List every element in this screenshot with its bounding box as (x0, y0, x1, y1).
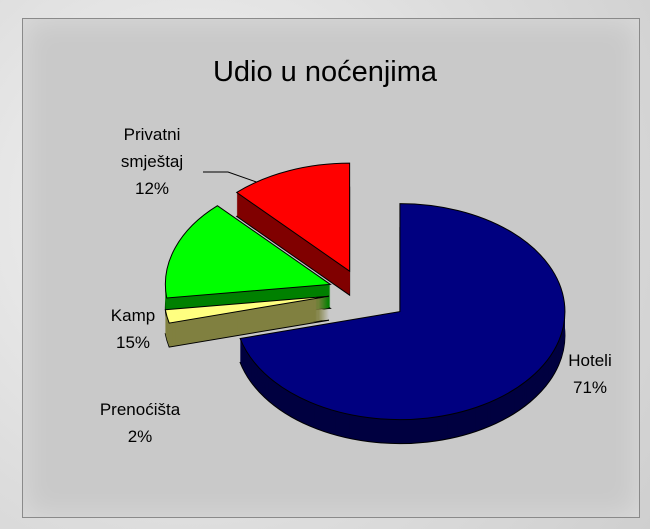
chart-title: Udio u noćenjima (212, 56, 438, 88)
category-label: Kamp (110, 306, 156, 325)
slice-side (164, 297, 330, 348)
data-label: Privatni smještaj 12% (97, 121, 207, 202)
slice-side-layer (165, 313, 329, 341)
slice-side-layer (165, 300, 329, 328)
slice-side-layer (165, 305, 329, 333)
slice-side-layer (165, 319, 329, 347)
slice-side-layer (165, 310, 329, 338)
data-label: Kamp 15% (73, 302, 193, 356)
slice-side-layer (165, 307, 329, 335)
slice (235, 162, 351, 273)
slice (164, 295, 330, 324)
category-label: Prenoćišta (99, 400, 181, 419)
slice-side-layer (165, 315, 329, 343)
slice (164, 205, 332, 299)
slice-side-layer (165, 317, 329, 345)
value-label: 71% (572, 378, 608, 397)
slice-side-layer (165, 306, 329, 334)
value-label: 2% (127, 427, 153, 446)
slice-side-layer (165, 304, 329, 332)
slice-side-layer (165, 314, 329, 342)
slice (239, 203, 566, 421)
slice-side-layer (165, 303, 329, 331)
slice-side-layer (165, 309, 329, 337)
slice-side-layer (164, 319, 330, 348)
slice-side-layer (165, 299, 329, 327)
slice-side-layer (165, 318, 329, 346)
slice-side-layer (165, 311, 329, 339)
value-label: 15% (115, 333, 151, 352)
slice-side-layer (165, 308, 329, 336)
category-label: Privatni smještaj (120, 125, 184, 171)
slice-side-layer (165, 301, 329, 329)
data-label: Prenoćišta 2% (80, 396, 200, 450)
slice-side-layer (165, 298, 329, 326)
leader-line (203, 171, 263, 185)
value-label: 12% (134, 179, 170, 198)
slice-side-layer (165, 297, 329, 325)
slice-side-layer (165, 302, 329, 330)
data-label: Hoteli 71% (530, 347, 650, 401)
slice-side-layer (165, 312, 329, 340)
category-label: Hoteli (568, 351, 612, 370)
slice-side-layer (165, 316, 329, 344)
